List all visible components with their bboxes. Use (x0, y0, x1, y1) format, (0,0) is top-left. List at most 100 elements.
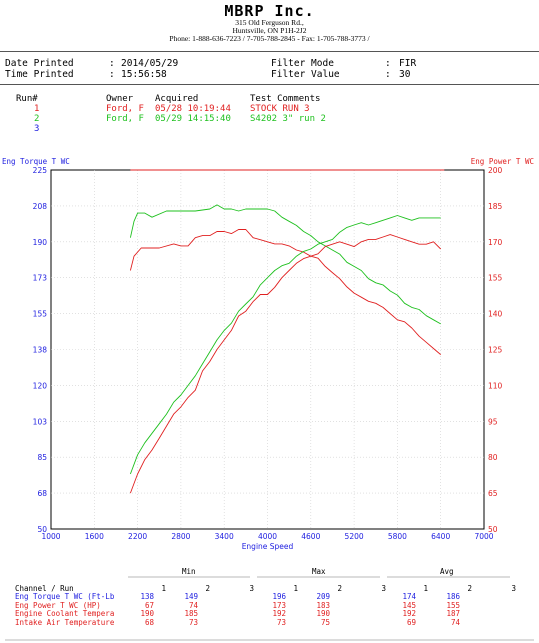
stats-max-value: 75 (320, 617, 330, 627)
series-run-2-power-line (129, 215, 441, 475)
stats-row-name: Eng Power T WC (HP) (15, 600, 101, 610)
stats-min-value: 190 (140, 609, 154, 618)
y-right-tick-label: 185 (488, 202, 503, 211)
y-right-tick-label: 170 (488, 238, 503, 247)
x-tick-label: 3400 (215, 532, 234, 541)
series-run-1-torque-line (129, 229, 441, 355)
header-divider (0, 51, 539, 52)
dyno-chart: 1000 1600 2200 2800 3400 4000 4600 5200 5800 6400… (2, 157, 534, 551)
run-1-comment: STOCK RUN 3 (250, 104, 310, 114)
stats-max-value: 173 (272, 600, 286, 610)
y-right-tick-label: 200 (488, 166, 503, 175)
time-printed-colon: : (109, 69, 115, 80)
x-tick-label: 2200 (128, 532, 147, 541)
filter-value-label: Filter Value (271, 69, 340, 80)
stats-header-min: Min (182, 567, 196, 576)
y-left-tick-label: 155 (33, 310, 48, 319)
stats-avg-value: 192 (402, 609, 416, 618)
filter-mode-colon: : (385, 58, 391, 69)
stats-run-number-header: 1 (423, 584, 428, 593)
x-tick-label: 7000 (474, 532, 493, 541)
stats-max-value: 190 (316, 609, 330, 618)
filter-mode-label: Filter Mode (271, 58, 334, 69)
x-tick-label: 5200 (345, 532, 364, 541)
stats-min-value: 149 (184, 592, 198, 601)
run-2-comment: S4202 3" run 2 (250, 114, 326, 124)
stats-max-value: 183 (316, 600, 330, 610)
y-left-tick-label: 103 (33, 417, 48, 426)
stats-avg-value: 145 (402, 600, 416, 610)
runs-header-comments: Test Comments (250, 94, 321, 104)
stats-avg-value: 155 (446, 600, 460, 610)
stats-avg-value: 69 (406, 617, 416, 627)
stats-run-number-header: 3 (511, 584, 516, 593)
stats-min-value: 67 (144, 600, 154, 610)
stats-avg-value: 74 (450, 617, 460, 627)
runs-header-run: Run# (16, 94, 38, 104)
run-1-owner: Ford, F (106, 104, 144, 114)
y-left-tick-label: 225 (33, 166, 48, 175)
y-left-tick-label: 190 (33, 238, 48, 247)
run-2-number: 2 (34, 114, 40, 124)
filter-value-value: 30 (399, 69, 411, 80)
stats-run-number-header: 2 (337, 584, 342, 593)
y-right-tick-label: 155 (488, 274, 503, 283)
y-right-tick-label: 80 (488, 453, 498, 462)
x-tick-label: 4600 (301, 532, 320, 541)
date-printed-value: 2014/05/29 (121, 58, 179, 69)
y-right-tick-label: 125 (488, 346, 503, 355)
stats-run-number-header: 2 (205, 584, 210, 593)
stats-row-name: Engine Coolant Tempera (15, 609, 115, 618)
time-printed-label: Time Printed (5, 69, 74, 80)
y-right-tick-label: 50 (488, 525, 498, 534)
stats-channel-run-label: Channel / Run (15, 584, 74, 593)
stats-min-value: 185 (184, 609, 198, 618)
company-address-line2: Huntsville, ON P1H-2J2 (232, 26, 307, 35)
stats-row-name: Eng Torque T WC (Ft-Lb (15, 592, 115, 601)
stats-avg-value: 186 (446, 592, 460, 601)
stats-min-value: 74 (188, 600, 198, 610)
run-1-number: 1 (34, 104, 40, 114)
y-left-axis-title: Eng Torque T WC (2, 157, 70, 166)
run-1-acquired: 05/28 10:19:44 (155, 104, 231, 114)
stats-row-name: Intake Air Temperature (15, 617, 115, 627)
stats-max-value: 209 (316, 592, 330, 601)
date-printed-label: Date Printed (5, 58, 74, 69)
y-left-tick-label: 173 (33, 274, 48, 283)
stats-run-number-header: 1 (293, 584, 298, 593)
series-run-1-power-line (129, 234, 442, 494)
y-left-tick-label: 208 (33, 202, 48, 211)
y-right-tick-label: 65 (488, 489, 498, 498)
runs-header-owner: Owner (106, 94, 134, 104)
stats-run-number-header: 3 (249, 584, 254, 593)
stats-header-avg: Avg (440, 567, 454, 576)
filter-value-colon: : (385, 69, 391, 80)
stats-min-value: 138 (140, 592, 154, 601)
stats-run-number-header: 1 (161, 584, 166, 593)
run-2-acquired: 05/29 14:15:40 (155, 114, 231, 124)
time-printed-value: 15:56:58 (121, 69, 167, 80)
y-left-tick-label: 68 (37, 489, 47, 498)
y-right-axis-title: Eng Power T WC (471, 157, 534, 166)
y-right-tick-label: 110 (488, 381, 503, 390)
run-3-number: 3 (34, 124, 40, 134)
x-tick-label: 5800 (388, 532, 407, 541)
series-run-2-torque-line (129, 204, 441, 325)
info-divider (0, 84, 539, 85)
stats-header-max: Max (312, 567, 326, 576)
stats-max-value: 73 (276, 617, 286, 627)
x-axis-title: Engine Speed (242, 542, 294, 551)
company-phone: Phone: 1-888-636-7223 / 7-705-788-2845 -… (169, 34, 370, 43)
y-left-tick-label: 50 (37, 525, 47, 534)
stats-max-value: 192 (272, 609, 286, 618)
x-tick-label: 4000 (258, 532, 277, 541)
company-name: MBRP Inc. (224, 2, 315, 20)
filter-mode-value: FIR (399, 58, 417, 69)
y-right-tick-label: 140 (488, 310, 503, 319)
x-tick-label: 1600 (85, 532, 104, 541)
runs-header-acquired: Acquired (155, 94, 199, 104)
y-right-tick-label: 95 (488, 417, 498, 426)
stats-avg-value: 174 (402, 592, 416, 601)
y-left-tick-label: 138 (33, 346, 48, 355)
x-tick-label: 2800 (171, 532, 190, 541)
